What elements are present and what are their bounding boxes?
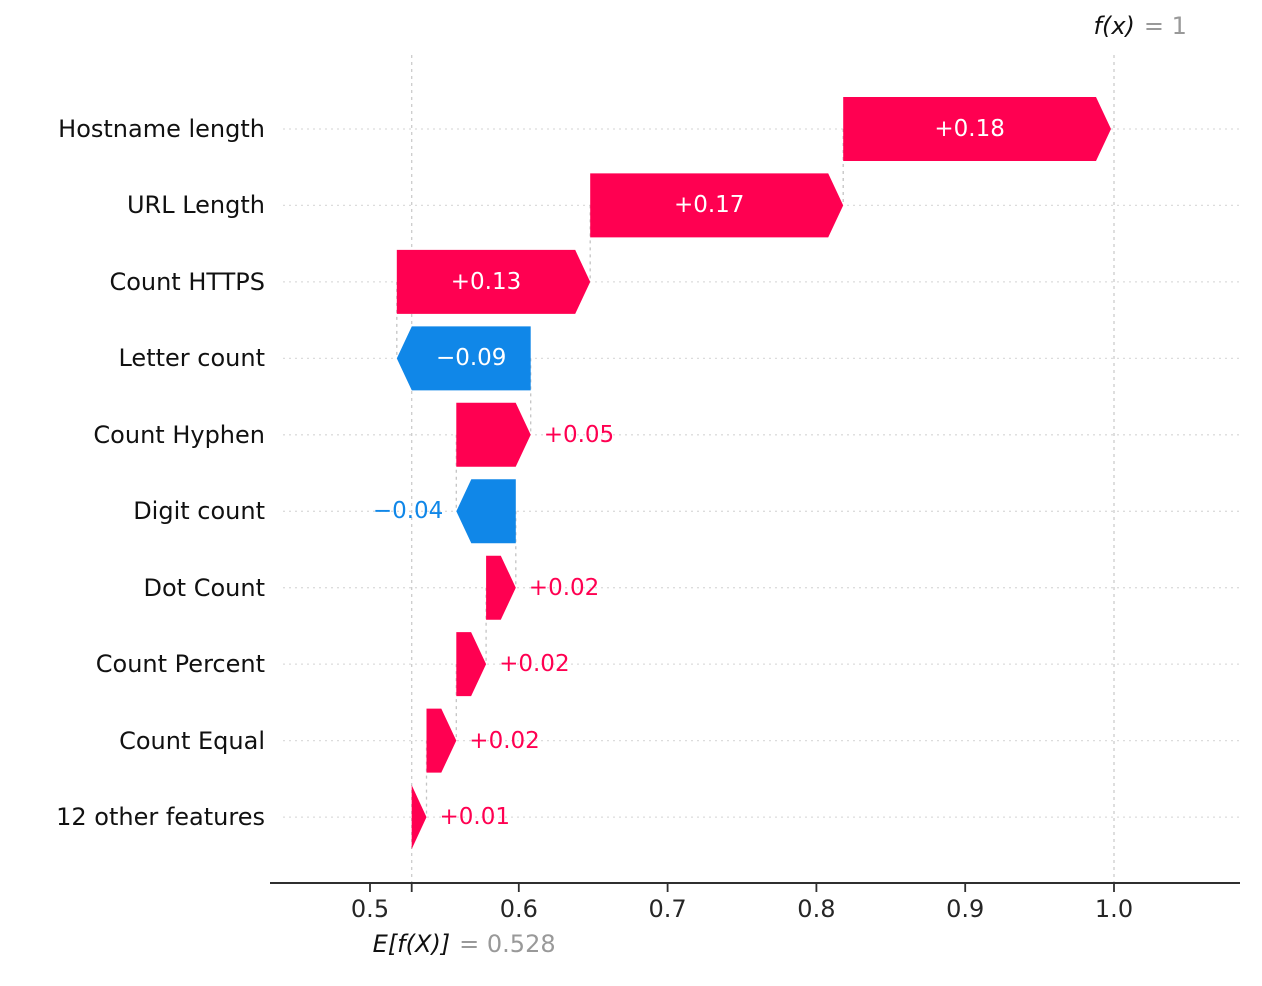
bar-value-label: +0.02	[469, 727, 540, 754]
x-tick-label: 0.7	[648, 895, 687, 923]
ev-label: E[f(X)]	[372, 930, 451, 958]
bar-value-label: +0.13	[450, 268, 522, 295]
bar-value-label: +0.02	[499, 651, 570, 678]
feature-label: Count Hyphen	[93, 420, 265, 449]
positive-bar	[456, 402, 531, 467]
feature-label: Count Percent	[95, 650, 265, 679]
bar-value-label: +0.05	[543, 421, 615, 448]
feature-label: Count Equal	[119, 726, 265, 755]
fx-annotation: f(x) = 1	[1094, 12, 1187, 40]
bar-value-label: +0.01	[439, 804, 510, 831]
expected-value-annotation: E[f(X)] = 0.528	[373, 930, 556, 958]
feature-label: Digit count	[133, 497, 265, 526]
ev-value: = 0.528	[459, 930, 556, 958]
feature-label: Hostname length	[58, 115, 265, 143]
feature-label: Letter count	[118, 344, 265, 373]
bar-value-label: +0.17	[673, 192, 745, 219]
feature-label: 12 other features	[56, 803, 265, 832]
positive-bar	[396, 249, 591, 314]
bar-value-label: +0.18	[934, 116, 1005, 142]
positive-bar	[411, 785, 427, 850]
bar-value-label: −0.09	[435, 345, 507, 372]
feature-label: Count HTTPS	[109, 267, 265, 296]
x-tick-label: 0.6	[499, 895, 538, 923]
positive-bar	[843, 97, 1111, 161]
feature-label: URL Length	[126, 191, 265, 220]
positive-bar	[486, 555, 516, 620]
feature-label: Dot Count	[143, 573, 265, 602]
negative-bar	[456, 479, 516, 544]
positive-bar	[456, 632, 487, 697]
bar-value-label: +0.02	[528, 574, 600, 601]
negative-bar	[396, 326, 531, 391]
bar-value-label: −0.04	[372, 498, 444, 525]
x-tick-label: 0.8	[797, 895, 836, 923]
positive-bar	[426, 708, 457, 773]
x-tick-label: 0.9	[946, 895, 985, 923]
x-tick-label: 0.5	[350, 895, 390, 923]
x-tick-label: 1.0	[1094, 895, 1134, 923]
positive-bar	[590, 173, 844, 238]
fx-label: f(x)	[1093, 12, 1135, 40]
fx-value: = 1	[1143, 12, 1187, 40]
